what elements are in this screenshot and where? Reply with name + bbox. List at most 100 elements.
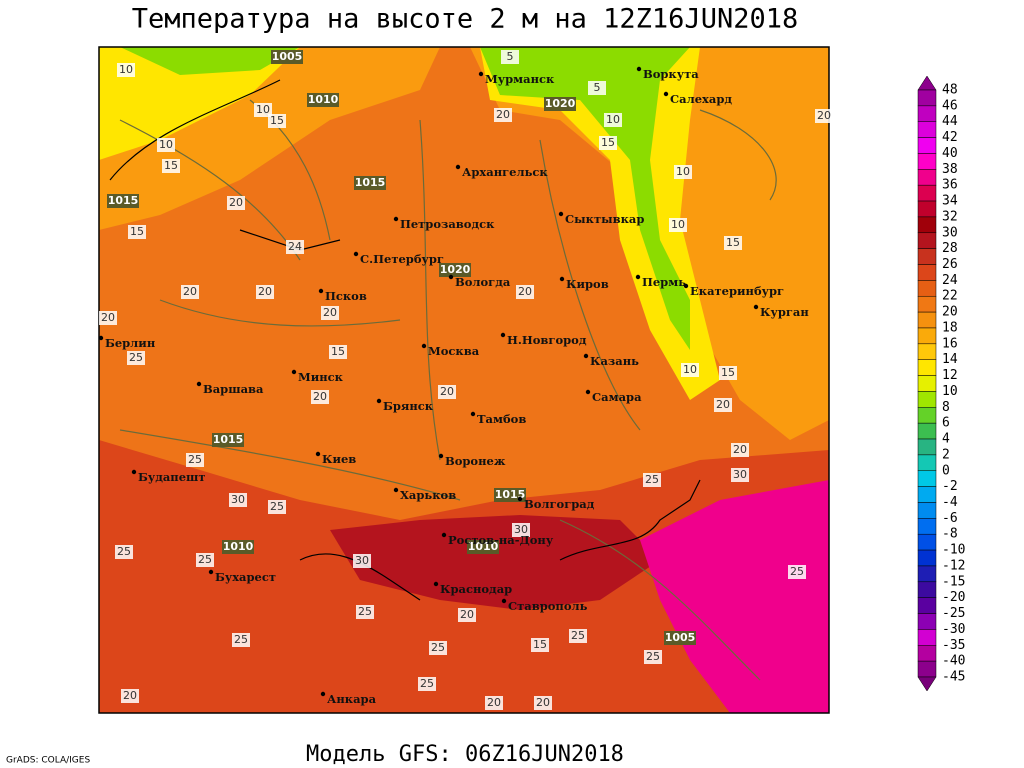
isotherm-label: 20 (123, 689, 137, 702)
isobar-label: 1010 (308, 93, 339, 106)
city-label: Минск (298, 370, 344, 384)
colorbar-label: 8 (942, 400, 950, 415)
isotherm-label-box (815, 109, 833, 123)
city-dot (320, 691, 326, 697)
isobar-label: 1015 (495, 488, 526, 501)
isotherm-label-box (531, 638, 549, 652)
isotherm-label-box (127, 351, 145, 365)
city-dot (753, 304, 759, 310)
isotherm-label-box (604, 113, 622, 127)
map-field (99, 47, 829, 713)
city-dot (393, 487, 399, 493)
isotherm-label-box (356, 605, 374, 619)
colorbar-label: 10 (942, 384, 958, 399)
isotherm-label-box (669, 218, 687, 232)
colorbar-label: 40 (942, 146, 958, 161)
isotherm-label-box (186, 453, 204, 467)
colorbar-label: 32 (942, 209, 958, 224)
isotherm-label-box (681, 363, 699, 377)
colorbar-label: 6 (942, 416, 950, 431)
city-dot (318, 288, 324, 294)
colorbar-label: -45 (942, 670, 965, 685)
city-dot (448, 274, 454, 280)
colorbar-swatch (917, 232, 937, 249)
city-dot (208, 569, 214, 575)
colorbar-swatch (917, 645, 937, 662)
isotherm-label-box (429, 641, 447, 655)
isobar-label-box (544, 97, 576, 111)
isobar-label-box (271, 50, 303, 64)
field-mild (99, 47, 300, 160)
isotherm-label-box (516, 285, 534, 299)
isotherm-label: 20 (183, 285, 197, 298)
city-label: Курган (760, 305, 809, 319)
isotherm-label-box (731, 468, 749, 482)
colorbar-label: -4 (942, 495, 958, 510)
city-dot (433, 581, 439, 587)
isotherm-label-box (643, 473, 661, 487)
city-label: Ростов-на-Дону (448, 533, 554, 547)
colorbar-label: -20 (942, 590, 965, 605)
city-dot (353, 251, 359, 257)
colorbar-swatch (917, 169, 937, 186)
isobar-label: 1015 (213, 433, 244, 446)
isotherm-label: 20 (536, 696, 550, 709)
field-yellow-east (480, 47, 720, 400)
colorbar-label: 38 (942, 162, 958, 177)
city-label: Мурманск (485, 72, 555, 86)
isotherm-label: 20 (323, 306, 337, 319)
colorbar-swatch (917, 359, 937, 376)
colorbar-swatch (917, 121, 937, 138)
isotherm-label: 25 (234, 633, 248, 646)
city-dot (478, 71, 484, 77)
colorbar-label: -30 (942, 622, 965, 637)
city-dot (393, 216, 399, 222)
field-hotter (330, 515, 660, 610)
city-dot (635, 274, 641, 280)
isotherm-label-box (128, 225, 146, 239)
isobar-label-box (439, 263, 471, 277)
isotherm-label: 10 (159, 138, 173, 151)
isotherm-label-box (714, 398, 732, 412)
isotherm-label: 10 (256, 103, 270, 116)
isotherm-label: 20 (313, 390, 327, 403)
isotherm-label: 30 (231, 493, 245, 506)
colorbar-label: 16 (942, 336, 958, 351)
colorbar-swatch (917, 248, 937, 265)
isotherm-label-box (329, 345, 347, 359)
isotherm-label: 10 (119, 63, 133, 76)
isotherm-label-box (501, 50, 519, 64)
isotherm-label-box (254, 103, 272, 117)
colorbar-swatch (917, 502, 937, 519)
colorbar-swatch (917, 422, 937, 440)
colorbar-label: 42 (942, 130, 958, 145)
city-dot (421, 343, 427, 349)
colorbar-label: -35 (942, 638, 965, 653)
city-label: Салехард (670, 92, 732, 106)
field-green-east (480, 47, 690, 350)
city-label: Псков (325, 289, 367, 303)
isotherm-label: 25 (198, 553, 212, 566)
contour-lines (119, 99, 777, 681)
isotherm-label: 15 (130, 225, 144, 238)
colorbar-swatch (917, 565, 937, 583)
isotherm-label-box (599, 136, 617, 150)
isotherm-label-box (724, 236, 742, 250)
colorbar-label: 14 (942, 352, 958, 367)
colorbar-cap (917, 75, 937, 91)
colorbar-swatch (917, 533, 937, 551)
isotherm-label-box (674, 165, 692, 179)
isotherm-label: 25 (129, 351, 143, 364)
isotherm-label: 20 (229, 196, 243, 209)
isotherm-label: 15 (721, 366, 735, 379)
colorbar-label: 34 (942, 194, 958, 209)
isotherm-label: 25 (420, 677, 434, 690)
colorbar-swatch (917, 613, 937, 630)
isotherm-label: 25 (645, 473, 659, 486)
isotherm-label: 25 (188, 453, 202, 466)
isotherm-label: 20 (258, 285, 272, 298)
city-dot (131, 469, 137, 475)
isotherm-label-box (353, 554, 371, 568)
colorbar-swatch (917, 518, 937, 535)
colorbar-label: 26 (942, 257, 958, 272)
